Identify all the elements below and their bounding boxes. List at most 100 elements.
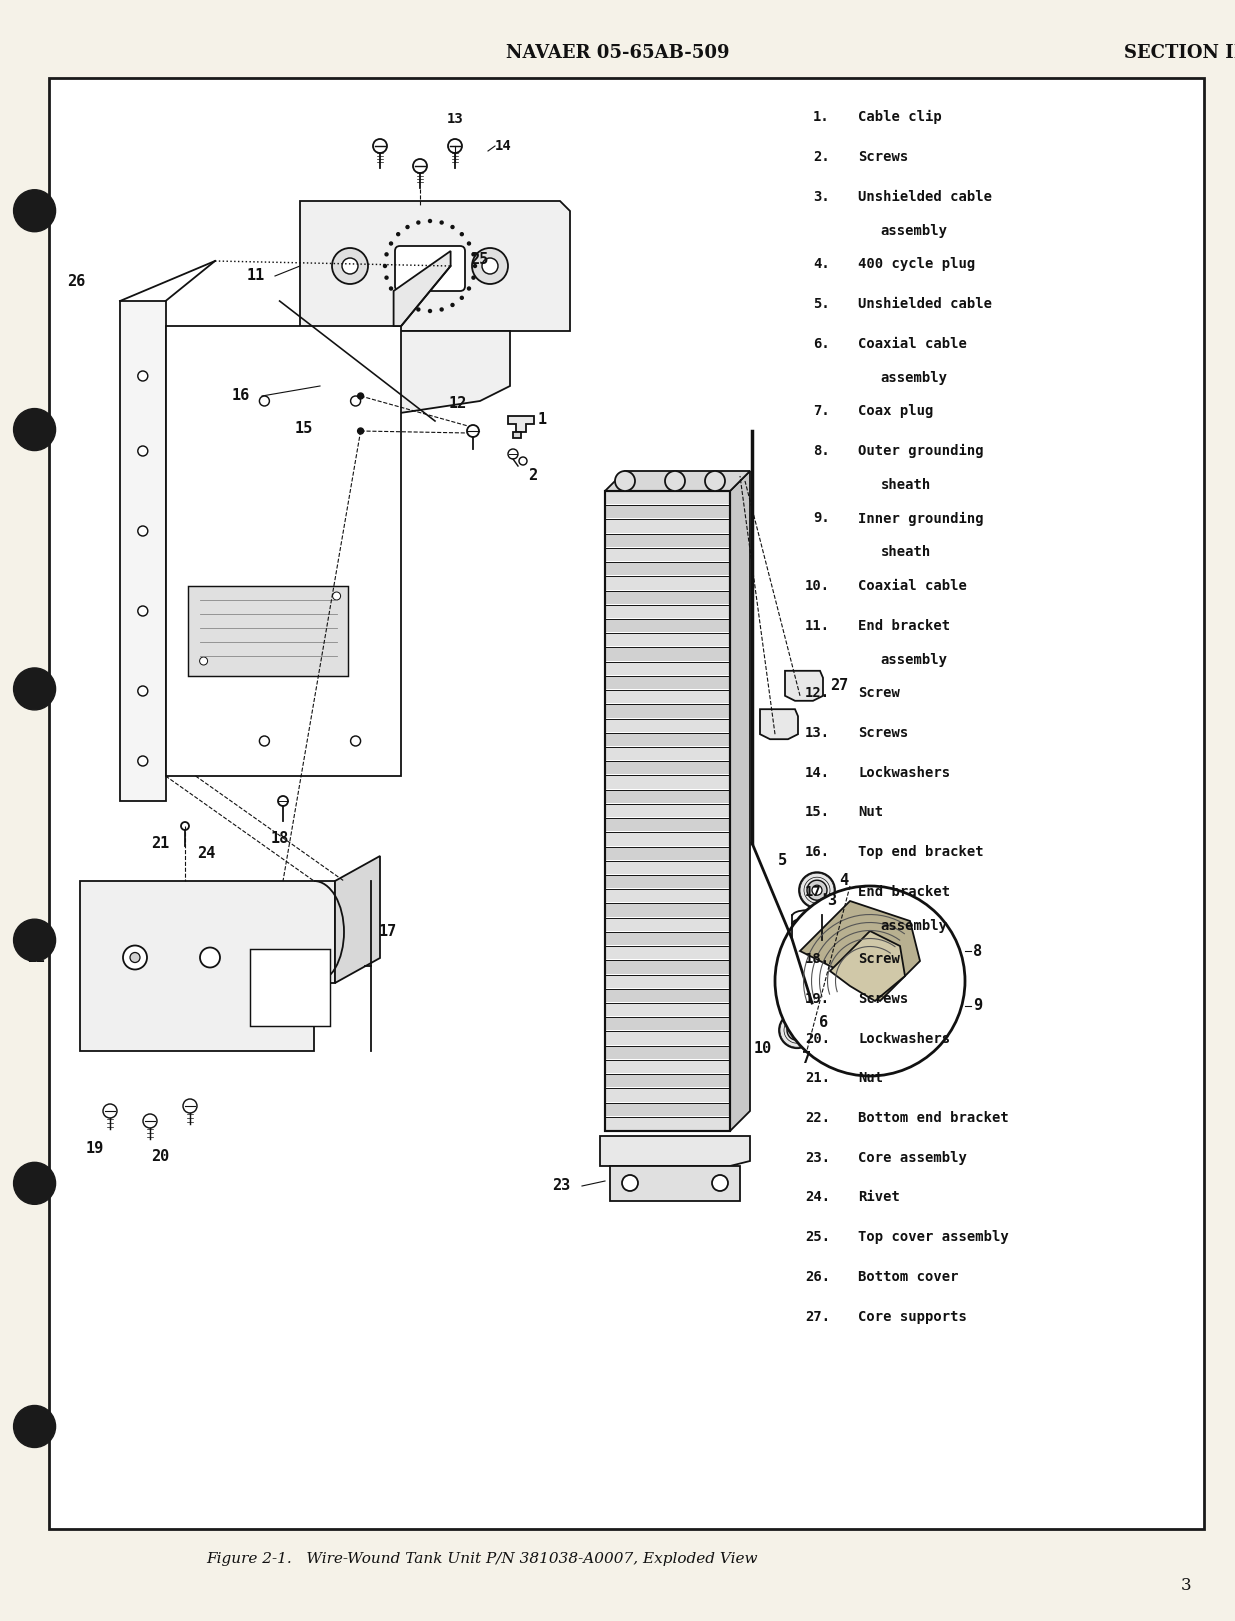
Bar bbox=[120, 302, 165, 801]
Circle shape bbox=[138, 371, 148, 381]
Circle shape bbox=[200, 657, 207, 665]
Polygon shape bbox=[605, 919, 730, 930]
Text: 7: 7 bbox=[802, 1050, 811, 1065]
Text: Lockwashers: Lockwashers bbox=[858, 1031, 951, 1046]
Circle shape bbox=[130, 953, 140, 963]
Circle shape bbox=[342, 258, 358, 274]
Circle shape bbox=[143, 1114, 157, 1128]
Text: 26.: 26. bbox=[805, 1269, 830, 1284]
Circle shape bbox=[417, 220, 420, 224]
Polygon shape bbox=[830, 930, 905, 1002]
Polygon shape bbox=[605, 506, 730, 519]
Circle shape bbox=[429, 219, 431, 222]
Text: NAVAER 05-65AB-509: NAVAER 05-65AB-509 bbox=[506, 44, 729, 63]
Circle shape bbox=[461, 297, 463, 300]
Polygon shape bbox=[605, 472, 750, 491]
Circle shape bbox=[138, 606, 148, 616]
Circle shape bbox=[429, 310, 431, 313]
Polygon shape bbox=[300, 201, 571, 331]
Polygon shape bbox=[605, 791, 730, 802]
Text: 12.: 12. bbox=[805, 686, 830, 700]
Circle shape bbox=[792, 1024, 802, 1036]
Circle shape bbox=[806, 880, 827, 900]
Text: 16.: 16. bbox=[805, 845, 830, 859]
Polygon shape bbox=[508, 417, 534, 433]
Circle shape bbox=[451, 225, 454, 229]
Polygon shape bbox=[605, 976, 730, 987]
Text: 3: 3 bbox=[1181, 1577, 1192, 1593]
Circle shape bbox=[259, 736, 269, 746]
Polygon shape bbox=[605, 1104, 730, 1115]
Polygon shape bbox=[310, 331, 510, 417]
Text: 3: 3 bbox=[827, 893, 836, 908]
Polygon shape bbox=[394, 251, 451, 326]
Polygon shape bbox=[605, 806, 730, 817]
Text: 27.: 27. bbox=[805, 1310, 830, 1324]
Circle shape bbox=[779, 1012, 815, 1049]
Circle shape bbox=[351, 736, 361, 746]
Text: 25: 25 bbox=[471, 251, 489, 266]
Circle shape bbox=[412, 159, 427, 173]
FancyBboxPatch shape bbox=[395, 246, 466, 292]
Polygon shape bbox=[605, 1118, 730, 1130]
Text: 1: 1 bbox=[538, 412, 547, 428]
Polygon shape bbox=[605, 934, 730, 945]
Polygon shape bbox=[605, 819, 730, 832]
Circle shape bbox=[622, 1175, 638, 1191]
Text: assembly: assembly bbox=[881, 224, 947, 238]
Circle shape bbox=[468, 287, 471, 290]
Polygon shape bbox=[605, 648, 730, 661]
Text: Nut: Nut bbox=[858, 806, 883, 819]
Polygon shape bbox=[605, 1060, 730, 1073]
Text: 21: 21 bbox=[151, 836, 169, 851]
Text: sheath: sheath bbox=[881, 478, 931, 491]
Text: 19.: 19. bbox=[805, 992, 830, 1007]
Polygon shape bbox=[605, 961, 730, 974]
Circle shape bbox=[389, 287, 393, 290]
Text: 5.: 5. bbox=[813, 297, 830, 311]
Text: 19: 19 bbox=[86, 1141, 104, 1156]
Polygon shape bbox=[605, 705, 730, 718]
Bar bbox=[249, 948, 330, 1026]
Polygon shape bbox=[605, 1018, 730, 1031]
Circle shape bbox=[705, 472, 725, 491]
Circle shape bbox=[358, 428, 363, 434]
Circle shape bbox=[182, 822, 189, 830]
Text: 400 cycle plug: 400 cycle plug bbox=[858, 258, 976, 271]
Text: 15.: 15. bbox=[805, 806, 830, 819]
Circle shape bbox=[406, 225, 409, 229]
Circle shape bbox=[14, 919, 56, 961]
Circle shape bbox=[472, 276, 475, 279]
Circle shape bbox=[333, 370, 346, 383]
Text: Top cover assembly: Top cover assembly bbox=[858, 1230, 1009, 1245]
Circle shape bbox=[799, 872, 835, 908]
Text: 12: 12 bbox=[448, 396, 467, 412]
Text: Lockwashers: Lockwashers bbox=[858, 765, 951, 780]
Circle shape bbox=[664, 472, 685, 491]
Circle shape bbox=[440, 220, 443, 224]
Circle shape bbox=[396, 297, 400, 300]
Text: 23.: 23. bbox=[805, 1151, 830, 1165]
Polygon shape bbox=[605, 562, 730, 575]
Text: Nut: Nut bbox=[858, 1071, 883, 1086]
Text: End bracket: End bracket bbox=[858, 885, 951, 898]
Text: Screw: Screw bbox=[858, 686, 900, 700]
Text: Core assembly: Core assembly bbox=[858, 1151, 967, 1165]
Text: Coaxial cable: Coaxial cable bbox=[858, 579, 967, 593]
Circle shape bbox=[776, 887, 965, 1076]
Circle shape bbox=[448, 139, 462, 152]
Polygon shape bbox=[605, 990, 730, 1002]
Text: 25.: 25. bbox=[805, 1230, 830, 1245]
Polygon shape bbox=[605, 577, 730, 590]
Polygon shape bbox=[730, 472, 750, 1131]
Polygon shape bbox=[605, 691, 730, 704]
Text: 22.: 22. bbox=[805, 1110, 830, 1125]
Polygon shape bbox=[605, 762, 730, 775]
Circle shape bbox=[351, 396, 361, 405]
Circle shape bbox=[472, 248, 508, 284]
Text: Screws: Screws bbox=[858, 992, 909, 1007]
Text: 18: 18 bbox=[270, 832, 289, 846]
Circle shape bbox=[183, 1099, 198, 1114]
Polygon shape bbox=[605, 1089, 730, 1102]
Text: assembly: assembly bbox=[881, 919, 947, 932]
